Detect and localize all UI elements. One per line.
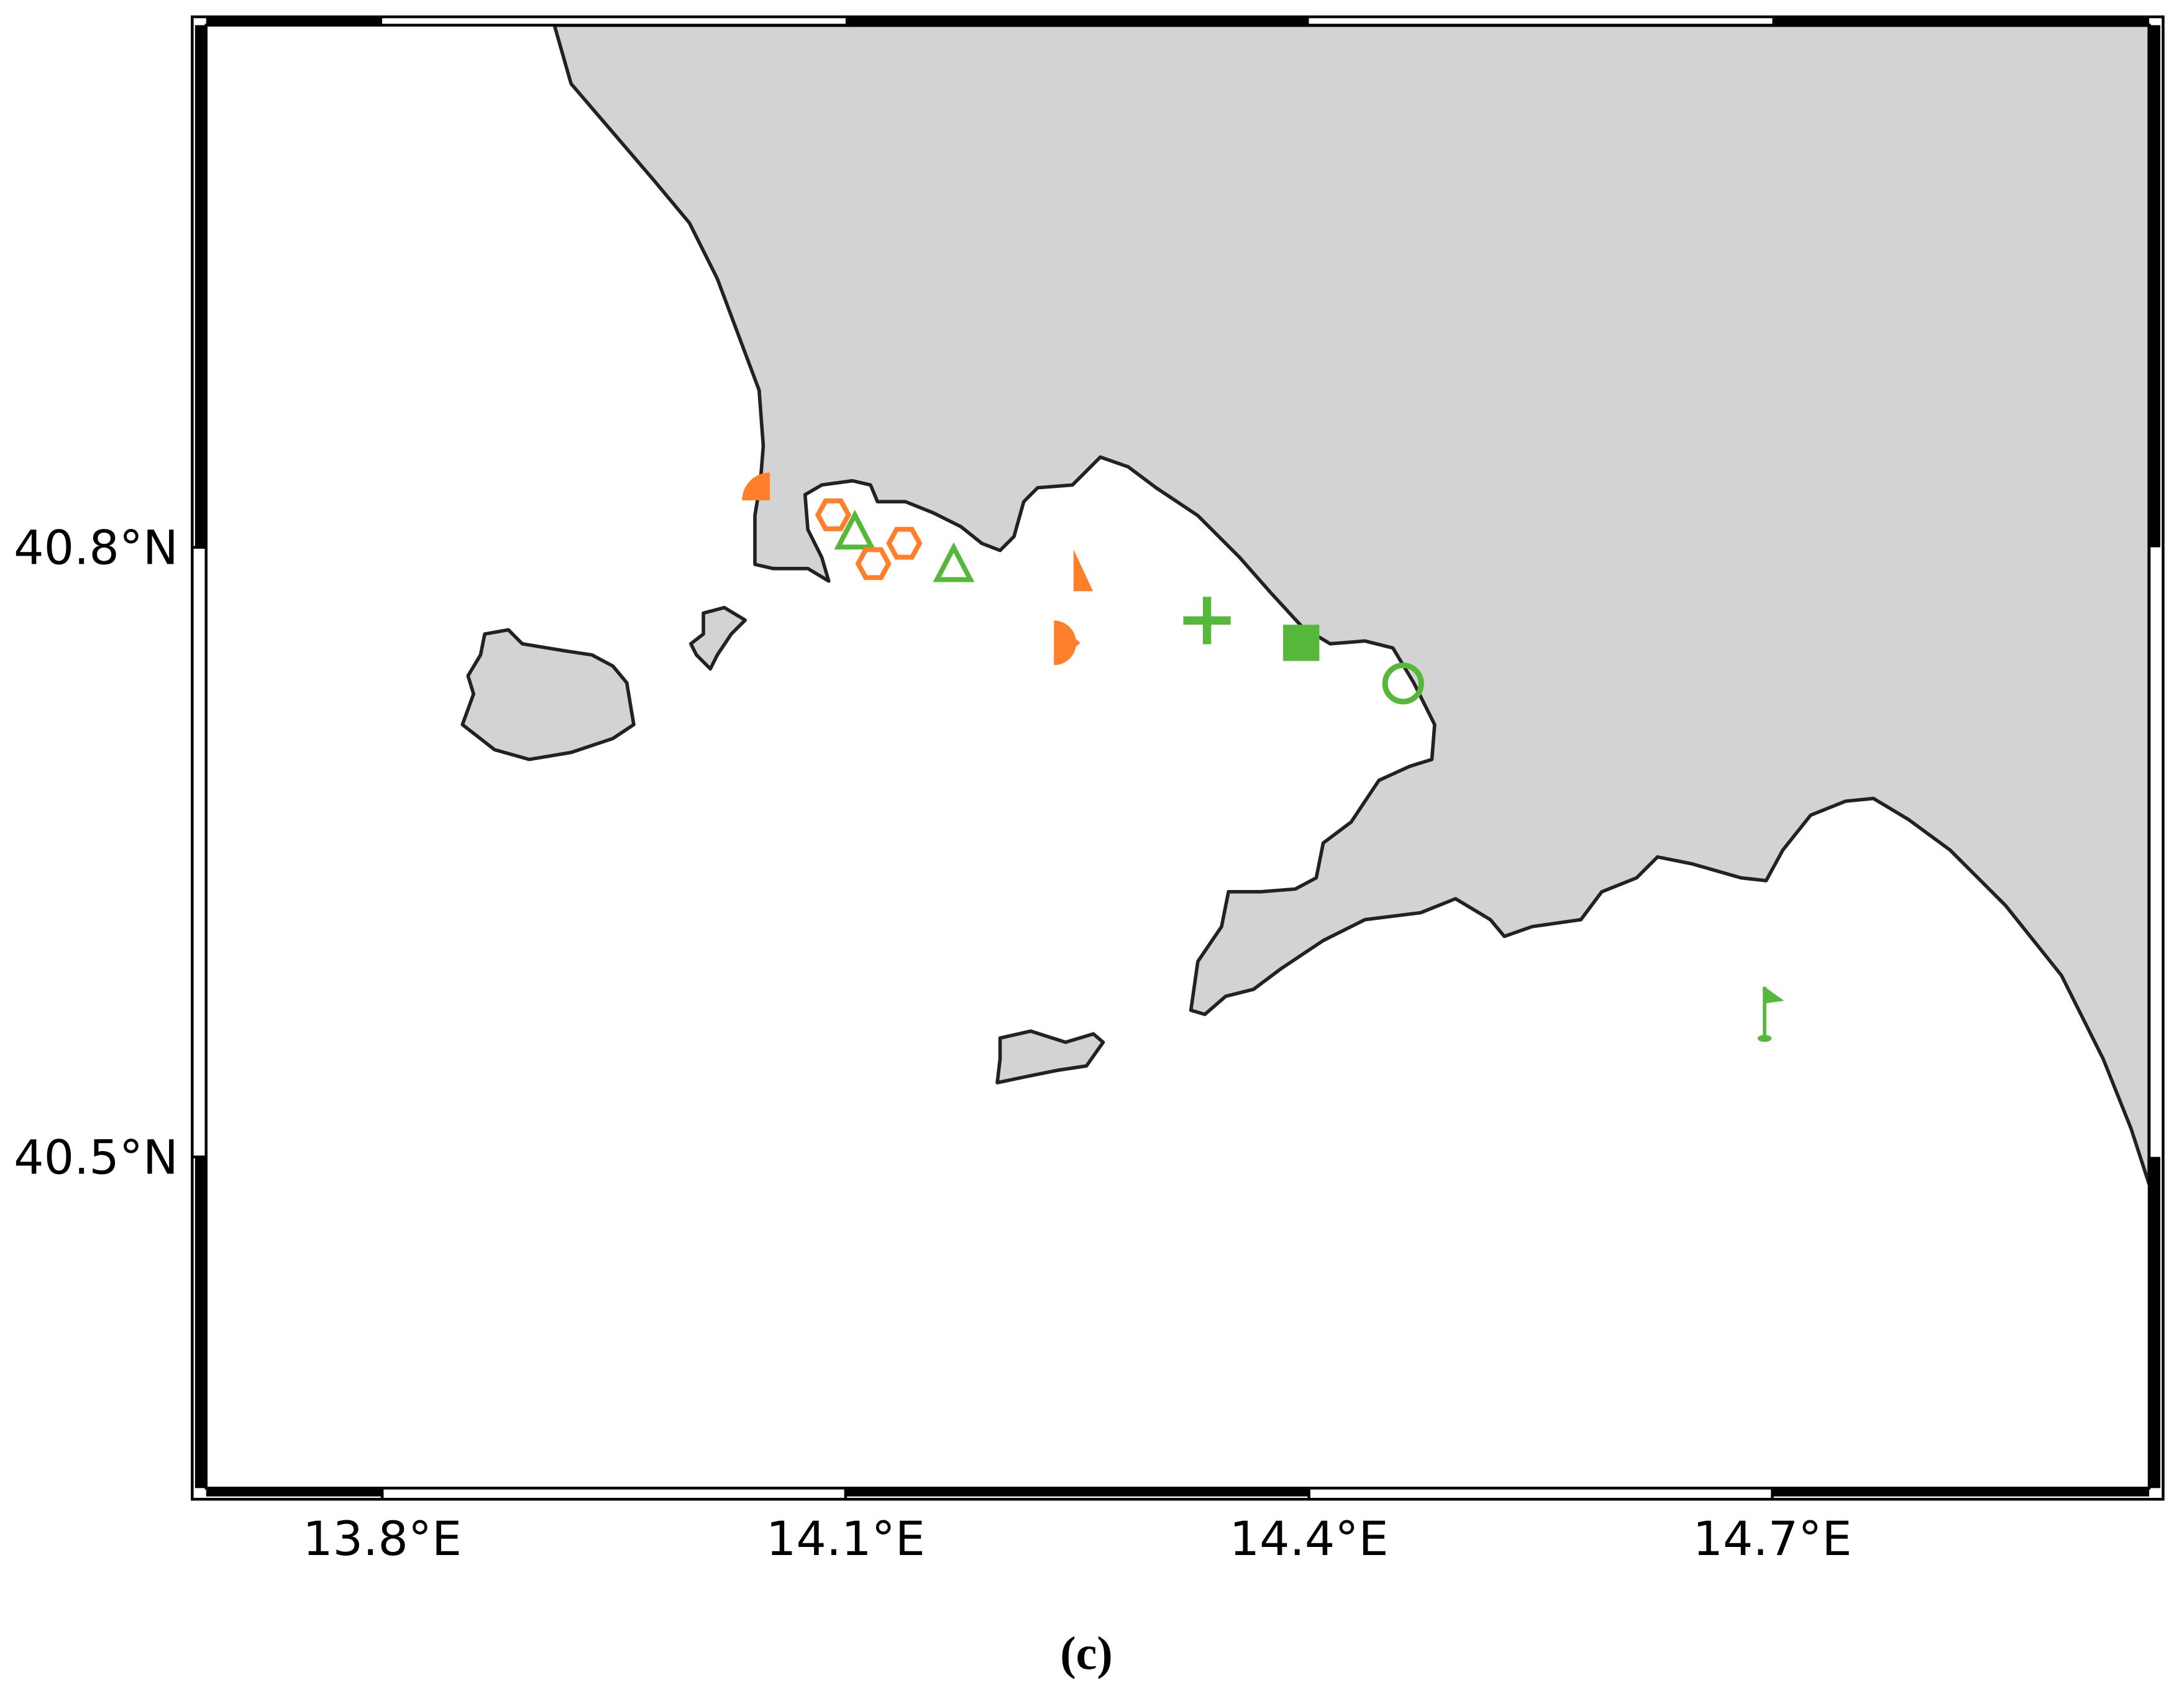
marker-shape [1757, 1035, 1772, 1042]
x-tick-label: 14.7°E [1693, 1511, 1852, 1566]
frame-bar [206, 17, 383, 25]
marker [1073, 549, 1094, 592]
x-tick-label: 13.8°E [303, 1511, 462, 1566]
marker-shape [1054, 620, 1081, 666]
caption: (c) [1060, 1628, 1113, 1680]
marker-shape [886, 526, 923, 560]
frame-bar [845, 17, 1309, 25]
frame-bar [1309, 17, 1773, 25]
marker-shape [1283, 625, 1320, 661]
marker [886, 526, 923, 560]
frame-bar [194, 1157, 206, 1489]
marker [1757, 986, 1784, 1042]
marker-shape [1382, 663, 1424, 705]
frame-outer [191, 15, 2165, 1501]
marker [933, 542, 975, 582]
frame-bar [382, 1488, 846, 1497]
marker [1183, 597, 1231, 645]
marker-shape [855, 547, 892, 580]
y-tick-label: 40.8°N [14, 520, 178, 576]
frame-bar [194, 25, 206, 548]
coastline [460, 23, 2151, 1186]
marker-shape [1073, 549, 1094, 592]
marker-shape [1764, 986, 1784, 1004]
frame-bar [382, 17, 846, 25]
x-tick-label: 14.4°E [1230, 1511, 1389, 1566]
frame-bar [845, 1488, 1309, 1497]
frame-bar [194, 547, 206, 1157]
marker [1283, 625, 1320, 661]
marker [1382, 663, 1424, 705]
marker-shape [834, 510, 876, 550]
y-tick-label: 40.5°N [14, 1129, 178, 1185]
frame-bar [2149, 25, 2160, 548]
frame-bar [2149, 547, 2160, 1157]
marker [834, 510, 876, 550]
frame [191, 15, 2165, 1501]
x-tick-label: 14.1°E [766, 1511, 925, 1566]
marker-shape [933, 542, 975, 582]
ischia [460, 628, 636, 761]
marker [815, 498, 852, 531]
procida [689, 605, 747, 671]
frame-outline [204, 24, 2151, 1490]
marker-shape [815, 498, 852, 531]
marker [855, 547, 892, 580]
frame-bar [1772, 1488, 2149, 1497]
marker-shape [742, 472, 770, 501]
mainland [552, 23, 2151, 1186]
marker [1054, 620, 1081, 666]
capri [995, 1029, 1105, 1085]
marker [742, 472, 770, 501]
frame-bar [206, 1488, 383, 1497]
frame-bar [2149, 1157, 2160, 1489]
frame-bar [1309, 1488, 1773, 1497]
frame-bar [1772, 17, 2149, 25]
